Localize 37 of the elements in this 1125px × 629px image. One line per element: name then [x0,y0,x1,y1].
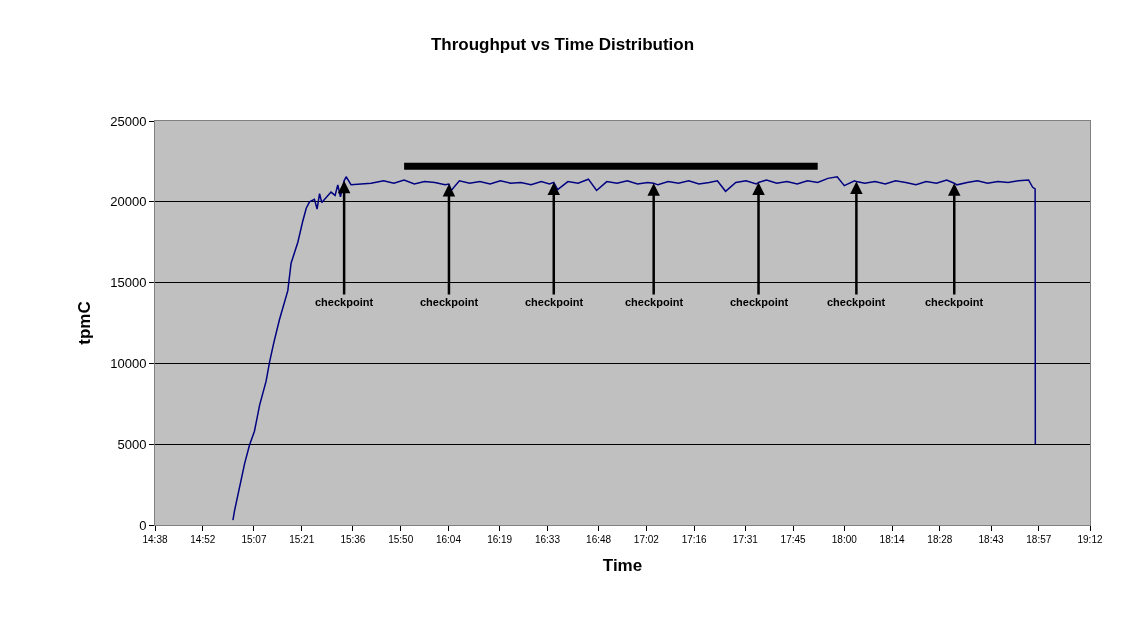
x-axis-title: Time [602,556,643,576]
x-tick-label: 17:31 [732,534,759,545]
annotation: checkpoint [315,296,374,308]
annotation: checkpoint [420,296,479,308]
y-axis-title: tpmC [74,301,94,345]
x-tick-label: 18:28 [927,534,953,545]
y-tick-label: 10000 [110,355,147,371]
x-tick-label: 15:50 [388,534,414,545]
y-tick-label: 5000 [117,436,147,452]
x-tick-label: 19:12 [1077,534,1103,545]
y-tick-label: 20000 [110,194,147,210]
y-tick-label: 25000 [110,113,147,129]
x-tick-label: 15:07 [241,534,267,545]
x-tick-label: 18:00 [831,534,858,545]
x-tick-label: 15:21 [289,534,315,545]
x-tick-label: 17:02 [633,534,660,545]
x-tick-label: 18:43 [978,534,1004,545]
annotation: checkpoint [730,296,789,308]
x-tick-label: 16:33 [534,534,561,545]
annotation: checkpoint [525,296,584,308]
line-series [232,176,1037,521]
x-tick-label: 16:48 [586,534,612,545]
x-tick-label: 18:57 [1026,534,1052,545]
x-tick-label: 16:04 [435,534,462,545]
x-tick-label: 14:38 [142,534,168,545]
chart-title: Throughput vs Time Distribution [430,34,695,54]
annotation: checkpoint [625,296,684,308]
x-tick-label: 14:52 [190,534,216,545]
x-tick-label: 15:36 [340,534,366,545]
annotation: checkpoint [925,296,984,308]
x-tick-label: 17:45 [780,534,807,545]
y-tick-label: 15000 [110,275,147,291]
x-tick-label: 18:14 [879,534,906,545]
x-tick-label: 17:16 [681,534,708,545]
y-tick-label: 0 [139,517,147,533]
x-tick-label: 16:19 [487,534,513,545]
annotation: checkpoint [827,296,886,308]
